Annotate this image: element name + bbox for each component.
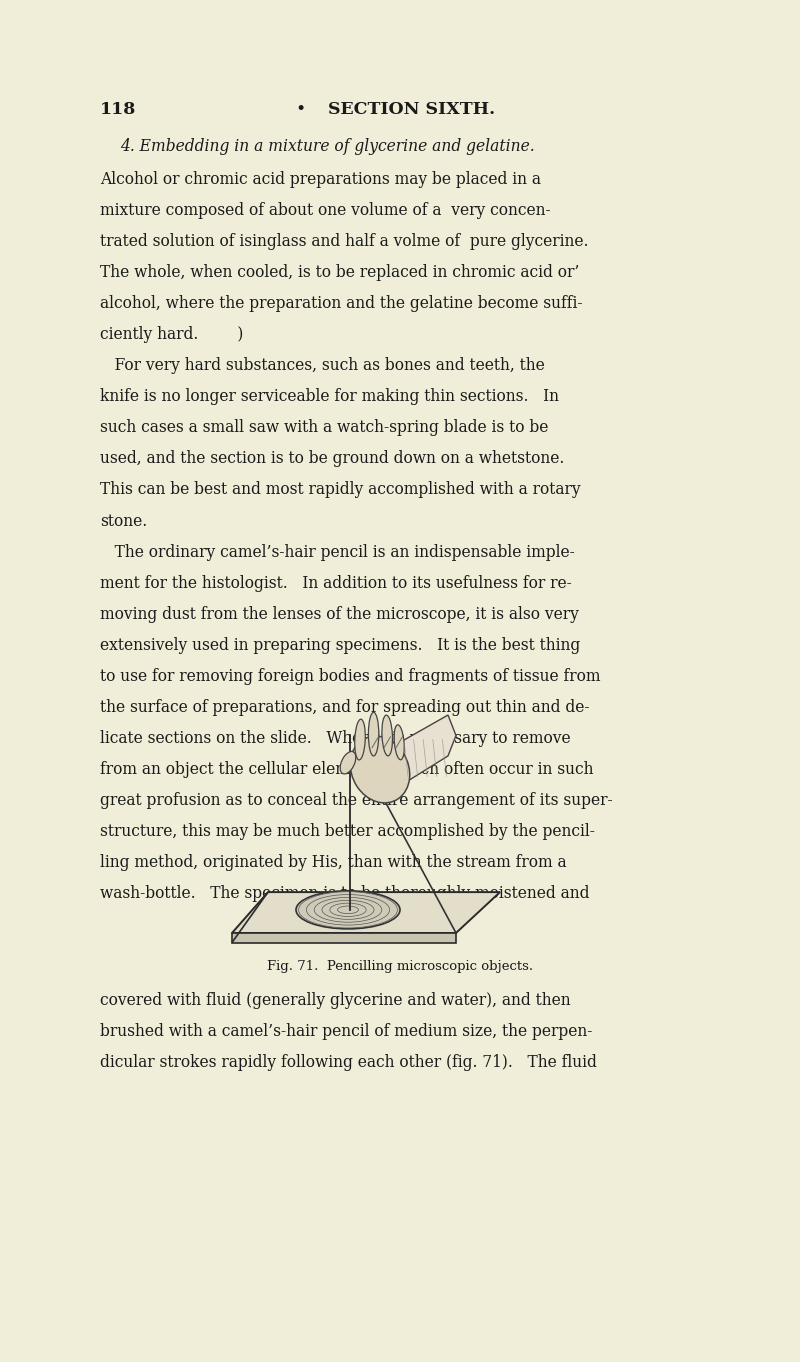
Text: licate sections on the slide.   When it is necessary to remove: licate sections on the slide. When it is… [100,730,570,746]
Text: brushed with a camel’s-hair pencil of medium size, the perpen-: brushed with a camel’s-hair pencil of me… [100,1023,592,1039]
Text: dicular strokes rapidly following each other (fig. 71).   The fluid: dicular strokes rapidly following each o… [100,1054,597,1071]
Text: knife is no longer serviceable for making thin sections.   In: knife is no longer serviceable for makin… [100,388,559,406]
Text: alcohol, where the preparation and the gelatine become suffi-: alcohol, where the preparation and the g… [100,296,582,312]
Text: from an object the cellular elements, which often occur in such: from an object the cellular elements, wh… [100,761,594,778]
Ellipse shape [368,712,379,756]
Text: 118: 118 [100,102,136,118]
Polygon shape [232,892,268,943]
Ellipse shape [296,891,400,929]
Text: mixture composed of about one volume of a  very concen-: mixture composed of about one volume of … [100,202,550,219]
Text: wash-bottle.   The specimen is to be thoroughly moistened and: wash-bottle. The specimen is to be thoro… [100,885,590,902]
Polygon shape [400,715,456,786]
Text: structure, this may be much better accomplished by the pencil-: structure, this may be much better accom… [100,823,595,840]
Polygon shape [232,933,456,943]
Text: •: • [295,102,305,118]
Text: used, and the section is to be ground down on a whetstone.: used, and the section is to be ground do… [100,451,564,467]
Text: covered with fluid (generally glycerine and water), and then: covered with fluid (generally glycerine … [100,992,570,1008]
Ellipse shape [350,735,410,804]
Ellipse shape [394,725,404,760]
Text: The ordinary camel’s-hair pencil is an indispensable imple-: The ordinary camel’s-hair pencil is an i… [100,543,574,561]
Text: Alcohol or chromic acid preparations may be placed in a: Alcohol or chromic acid preparations may… [100,170,541,188]
Text: stone.: stone. [100,512,147,530]
Ellipse shape [340,752,356,774]
Text: such cases a small saw with a watch-spring blade is to be: such cases a small saw with a watch-spri… [100,419,548,436]
Text: This can be best and most rapidly accomplished with a rotary: This can be best and most rapidly accomp… [100,482,581,498]
Text: ment for the histologist.   In addition to its usefulness for re-: ment for the histologist. In addition to… [100,575,572,591]
Text: For very hard substances, such as bones and teeth, the: For very hard substances, such as bones … [100,357,545,375]
Text: trated solution of isinglass and half a volme of  pure glycerine.: trated solution of isinglass and half a … [100,233,589,251]
Text: Fig. 71.  Pencilling microscopic objects.: Fig. 71. Pencilling microscopic objects. [267,960,533,974]
Text: The whole, when cooled, is to be replaced in chromic acid or’: The whole, when cooled, is to be replace… [100,264,579,281]
Text: extensively used in preparing specimens.   It is the best thing: extensively used in preparing specimens.… [100,637,580,654]
Text: the surface of preparations, and for spreading out thin and de-: the surface of preparations, and for spr… [100,699,590,716]
Text: to use for removing foreign bodies and fragments of tissue from: to use for removing foreign bodies and f… [100,667,601,685]
Text: ling method, originated by His, than with the stream from a: ling method, originated by His, than wit… [100,854,566,872]
Ellipse shape [382,715,393,756]
Text: great profusion as to conceal the entire arrangement of its super-: great profusion as to conceal the entire… [100,793,613,809]
Polygon shape [232,892,500,933]
Ellipse shape [354,719,366,760]
Text: SECTION SIXTH.: SECTION SIXTH. [329,102,495,118]
Text: ciently hard.        ): ciently hard. ) [100,327,243,343]
Text: moving dust from the lenses of the microscope, it is also very: moving dust from the lenses of the micro… [100,606,579,622]
Text: 4. Embedding in a mixture of glycerine and gelatine.: 4. Embedding in a mixture of glycerine a… [120,139,534,155]
